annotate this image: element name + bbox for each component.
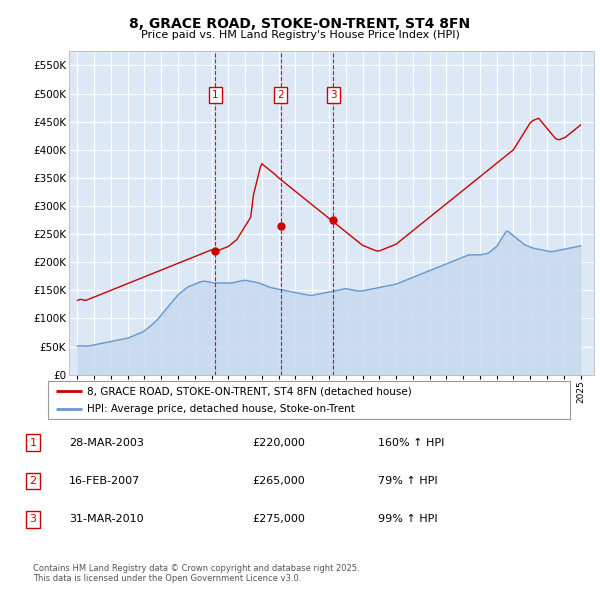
Text: 1: 1 (29, 438, 37, 448)
Text: 8, GRACE ROAD, STOKE-ON-TRENT, ST4 8FN (detached house): 8, GRACE ROAD, STOKE-ON-TRENT, ST4 8FN (… (87, 386, 412, 396)
Text: 160% ↑ HPI: 160% ↑ HPI (378, 438, 445, 448)
Text: 8, GRACE ROAD, STOKE-ON-TRENT, ST4 8FN: 8, GRACE ROAD, STOKE-ON-TRENT, ST4 8FN (130, 17, 470, 31)
Text: 3: 3 (29, 514, 37, 525)
Text: 3: 3 (330, 90, 337, 100)
Text: Contains HM Land Registry data © Crown copyright and database right 2025.
This d: Contains HM Land Registry data © Crown c… (33, 563, 359, 583)
Text: 28-MAR-2003: 28-MAR-2003 (69, 438, 144, 448)
Text: £220,000: £220,000 (252, 438, 305, 448)
Text: 1: 1 (212, 90, 219, 100)
Text: 99% ↑ HPI: 99% ↑ HPI (378, 514, 437, 525)
Text: 31-MAR-2010: 31-MAR-2010 (69, 514, 143, 525)
Text: £275,000: £275,000 (252, 514, 305, 525)
Text: HPI: Average price, detached house, Stoke-on-Trent: HPI: Average price, detached house, Stok… (87, 404, 355, 414)
Text: 2: 2 (29, 476, 37, 486)
Text: 16-FEB-2007: 16-FEB-2007 (69, 476, 140, 486)
Text: 2: 2 (277, 90, 284, 100)
Text: Price paid vs. HM Land Registry's House Price Index (HPI): Price paid vs. HM Land Registry's House … (140, 30, 460, 40)
Text: £265,000: £265,000 (252, 476, 305, 486)
Text: 79% ↑ HPI: 79% ↑ HPI (378, 476, 437, 486)
